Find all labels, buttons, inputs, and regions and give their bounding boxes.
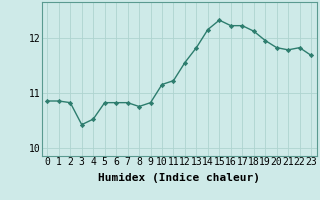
X-axis label: Humidex (Indice chaleur): Humidex (Indice chaleur) (98, 173, 260, 183)
